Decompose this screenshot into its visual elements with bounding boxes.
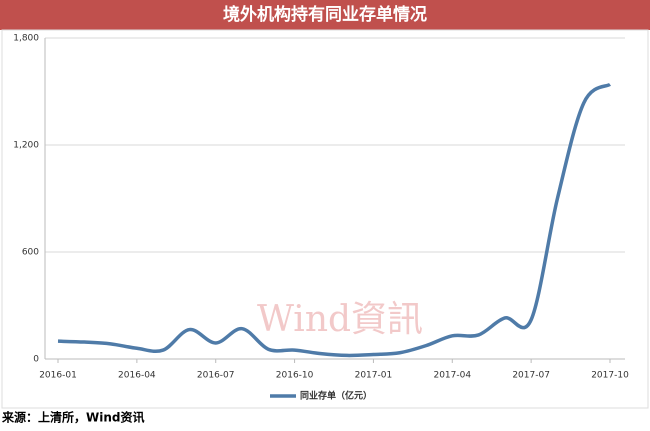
x-tick-label: 2016-10 xyxy=(276,371,314,381)
x-tick-label: 2016-07 xyxy=(197,371,235,381)
source-note: 来源：上清所，Wind资讯 xyxy=(1,410,144,425)
watermark: Wind資訊 xyxy=(257,299,423,340)
x-tick-label: 2016-01 xyxy=(39,371,77,381)
y-tick-label: 1,800 xyxy=(13,34,39,44)
y-tick-label: 600 xyxy=(22,248,39,258)
x-tick-label: 2017-01 xyxy=(355,371,393,381)
x-tick-label: 2017-04 xyxy=(433,371,471,381)
x-tick-label: 2017-07 xyxy=(512,371,550,381)
title-bar xyxy=(0,0,650,30)
chart-title: 境外机构持有同业存单情况 xyxy=(223,4,427,25)
chart-frame xyxy=(1,29,649,409)
y-tick-label: 1,200 xyxy=(13,141,39,151)
y-tick-label: 0 xyxy=(33,355,39,365)
x-tick-label: 2017-10 xyxy=(591,371,629,381)
legend-label: 同业存单（亿元） xyxy=(300,390,372,402)
x-tick-label: 2016-04 xyxy=(118,371,156,381)
series-line xyxy=(57,82,612,358)
